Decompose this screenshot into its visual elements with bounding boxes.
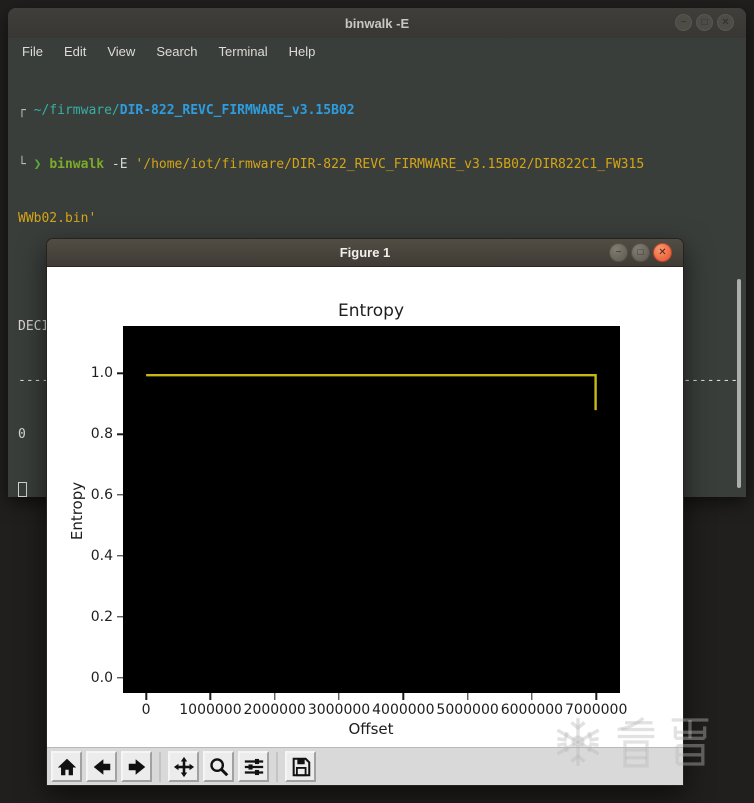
close-icon[interactable]: ✕	[653, 243, 672, 262]
toolbar-separator	[159, 751, 161, 782]
x-tick-label: 6000000	[500, 702, 564, 718]
x-tick-label: 4000000	[372, 702, 435, 718]
terminal-titlebar[interactable]: binwalk -E − □ ✕	[8, 8, 746, 38]
menu-terminal[interactable]: Terminal	[218, 43, 268, 59]
terminal-window-title: binwalk -E	[344, 15, 410, 31]
forward-arrow-icon	[126, 756, 148, 778]
command-line: └ ❯ binwalk -E '/home/iot/firmware/DIR-8…	[18, 156, 746, 174]
chart-title: Entropy	[337, 301, 405, 321]
home-icon	[56, 756, 78, 778]
y-tick-label: 0.6	[90, 487, 113, 504]
menu-file[interactable]: File	[22, 43, 43, 59]
maximize-icon[interactable]: □	[631, 243, 650, 262]
save-icon	[290, 756, 312, 778]
x-tick-mark	[402, 693, 405, 700]
minimize-icon[interactable]: −	[609, 243, 628, 262]
y-tick-mark	[117, 372, 123, 374]
x-axis-label: Offset	[348, 720, 394, 738]
menu-view[interactable]: View	[107, 43, 136, 59]
home-button[interactable]	[51, 751, 82, 782]
configure-subplots-button[interactable]	[238, 751, 269, 782]
command-arg: '/home/iot/firmware/DIR-822_REVC_FIRMWAR…	[135, 157, 645, 172]
close-icon[interactable]: ✕	[717, 14, 734, 31]
x-tick-mark	[531, 693, 533, 700]
x-tick-mark	[145, 693, 147, 700]
toolbar-separator	[276, 751, 278, 782]
x-tick-mark	[274, 693, 276, 700]
y-tick-label: 0.8	[90, 426, 113, 443]
x-tick-label: 5000000	[436, 702, 499, 718]
figure-titlebar[interactable]: Figure 1 − □ ✕	[47, 239, 683, 267]
plot-area[interactable]	[123, 326, 620, 693]
terminal-menubar: File Edit View Search Terminal Help	[8, 38, 746, 64]
menu-help[interactable]: Help	[288, 43, 316, 59]
x-tick-mark	[209, 693, 212, 700]
prompt-path-prefix: ~/firmware/	[33, 103, 120, 118]
pan-button[interactable]	[168, 751, 199, 782]
back-arrow-icon	[91, 756, 113, 778]
prompt-arrow-icon: ❯	[33, 157, 50, 172]
zoom-button[interactable]	[203, 751, 234, 782]
terminal-scrollbar[interactable]	[737, 279, 741, 488]
x-tick-label: 2000000	[243, 702, 306, 718]
y-tick-label: 0.2	[90, 608, 113, 625]
figure-window-title: Figure 1	[339, 245, 391, 260]
y-tick-label: 0.0	[90, 669, 113, 686]
y-tick-label: 1.0	[90, 365, 113, 382]
y-axis-label: Entropy	[68, 481, 86, 541]
y-tick-mark	[117, 494, 123, 496]
forward-button[interactable]	[121, 751, 152, 782]
x-tick-label: 3000000	[307, 702, 371, 718]
x-tick-label: 7000000	[565, 702, 628, 718]
x-tick-label: 0	[141, 702, 151, 718]
terminal-window-controls: − □ ✕	[675, 14, 734, 31]
y-tick-label: 0.4	[90, 547, 113, 564]
cell-decimal: 0	[18, 427, 26, 442]
pan-icon	[173, 756, 195, 778]
menu-search[interactable]: Search	[156, 43, 198, 59]
terminal-cursor	[18, 482, 27, 497]
x-tick-label: 1000000	[179, 702, 242, 718]
command-name: binwalk	[49, 157, 105, 172]
y-tick-mark	[117, 555, 123, 557]
entropy-line-series	[146, 374, 597, 411]
prompt-line-1: ┌ ~/firmware/DIR-822_REVC_FIRMWARE_v3.15…	[18, 102, 746, 120]
x-tick-mark	[338, 693, 340, 700]
prompt-corner-top: ┌	[18, 103, 34, 118]
maximize-icon[interactable]: □	[696, 14, 713, 31]
plot-wrap: 0.0 0.2 0.4 0.6 0.8 1.0 0 1000000 2000000 3000000…	[91, 326, 627, 718]
figure-window: Figure 1 − □ ✕ Entropy 0.0 0.2 0.4 0.6 0.8 1.…	[46, 238, 684, 786]
matplotlib-toolbar	[47, 747, 683, 785]
magnifier-icon	[208, 756, 230, 778]
x-tick-mark	[595, 693, 597, 700]
figure-window-controls: − □ ✕	[609, 243, 672, 262]
prompt-corner-bottom: └	[18, 157, 34, 172]
back-button[interactable]	[86, 751, 117, 782]
cursor-line	[18, 480, 746, 503]
prompt-path-dir: DIR-822_REVC_FIRMWARE_v3.15B02	[119, 103, 355, 118]
minimize-icon[interactable]: −	[675, 14, 692, 31]
y-tick-mark	[117, 433, 123, 435]
command-flag: -E	[104, 157, 136, 172]
x-tick-mark	[466, 693, 469, 700]
sliders-icon	[243, 756, 265, 778]
figure-canvas: Entropy 0.0 0.2 0.4 0.6 0.8 1.0 0 1000000 200000…	[47, 267, 683, 747]
menu-edit[interactable]: Edit	[63, 43, 87, 59]
save-button[interactable]	[285, 751, 316, 782]
y-tick-mark	[117, 616, 123, 618]
y-tick-mark	[117, 677, 123, 679]
command-line-wrap: WWb02.bin'	[18, 211, 97, 226]
